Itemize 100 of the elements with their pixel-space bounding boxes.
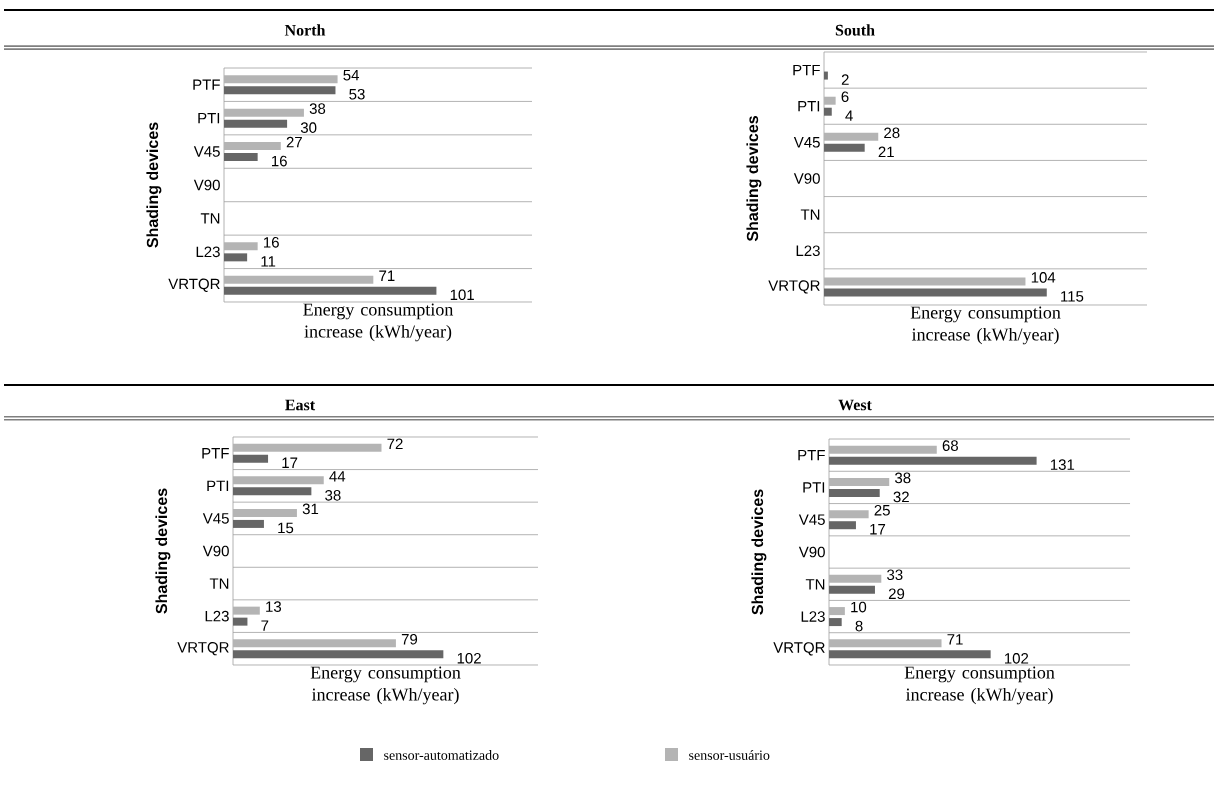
bar xyxy=(824,107,832,116)
data-label: 102 xyxy=(457,652,481,664)
data-label: 25 xyxy=(874,504,890,516)
x-axis-title: Energy consumption increase (kWh/year) xyxy=(904,666,1055,705)
y-tick-label: PTI xyxy=(198,112,220,124)
bar xyxy=(824,96,836,105)
data-label: 101 xyxy=(450,289,474,301)
bar xyxy=(224,275,374,284)
data-label: 54 xyxy=(343,69,360,81)
bar xyxy=(829,456,1037,465)
y-tick-label: TN xyxy=(209,578,229,589)
bar xyxy=(829,445,937,454)
bar xyxy=(224,86,336,95)
bar xyxy=(829,510,869,519)
bar xyxy=(224,286,437,295)
y-tick-label: L23 xyxy=(205,610,229,622)
bar xyxy=(829,618,842,627)
y-tick-label: TN xyxy=(805,579,825,590)
y-tick-label: L23 xyxy=(196,246,220,258)
y-tick-label: PTI xyxy=(207,480,229,492)
chart-title: East xyxy=(285,399,316,411)
bar xyxy=(224,108,304,117)
bar xyxy=(829,650,991,659)
data-label: 13 xyxy=(266,601,282,612)
bar xyxy=(829,585,875,594)
bar xyxy=(233,650,444,659)
bar xyxy=(824,288,1047,297)
bar xyxy=(824,132,879,141)
data-label: 72 xyxy=(387,438,403,450)
data-label: 71 xyxy=(947,634,963,645)
bar xyxy=(224,142,281,151)
y-tick-label: V90 xyxy=(193,179,220,191)
legend-label: sensor-automatizado xyxy=(384,750,499,760)
y-tick-label: V90 xyxy=(202,545,229,557)
data-label: 115 xyxy=(1061,291,1084,302)
bar xyxy=(224,242,258,251)
data-label: 38 xyxy=(325,490,341,501)
bar xyxy=(829,477,890,486)
bar xyxy=(829,607,845,616)
y-tick-label: PTF xyxy=(193,79,220,90)
bar xyxy=(224,153,258,162)
data-label: 8 xyxy=(855,620,863,632)
data-label: 17 xyxy=(282,457,298,468)
y-tick-label: PTF xyxy=(202,448,229,459)
bar xyxy=(829,639,942,648)
y-tick-label: VRTQR xyxy=(168,278,220,292)
y-tick-label: L23 xyxy=(801,611,825,622)
y-tick-label: V90 xyxy=(798,546,825,558)
y-tick-label: V45 xyxy=(793,137,820,148)
data-label: 68 xyxy=(942,440,958,451)
data-label: 32 xyxy=(893,491,909,503)
data-label: 28 xyxy=(884,127,900,139)
y-axis-title: Shading devices xyxy=(146,122,162,248)
y-tick-label: TN xyxy=(800,209,820,220)
bar xyxy=(233,606,260,615)
data-label: 38 xyxy=(309,103,326,114)
data-label: 7 xyxy=(261,620,269,631)
y-tick-label: V45 xyxy=(193,146,220,157)
y-tick-label: VRTQR xyxy=(177,642,229,656)
y-tick-label: V90 xyxy=(793,173,820,184)
data-label: 17 xyxy=(870,524,886,535)
y-tick-label: V45 xyxy=(202,513,229,524)
data-label: 44 xyxy=(329,471,346,482)
y-tick-label: PTI xyxy=(798,101,820,112)
x-axis-title: Energy consumption increase (kWh/year) xyxy=(910,306,1061,345)
bar xyxy=(233,508,297,517)
y-tick-label: VRTQR xyxy=(773,642,825,656)
x-axis-title: Energy consumption increase (kWh/year) xyxy=(303,303,454,342)
legend-label: sensor-usuário xyxy=(689,750,770,760)
bar xyxy=(829,521,856,530)
data-label: 21 xyxy=(878,146,894,158)
data-label: 33 xyxy=(887,569,903,581)
bar xyxy=(224,75,338,84)
y-tick-label: PTF xyxy=(793,64,820,76)
bar xyxy=(824,71,828,80)
y-tick-label: TN xyxy=(200,213,220,224)
data-label: 16 xyxy=(272,155,287,167)
data-label: 4 xyxy=(845,110,853,121)
y-tick-label: L23 xyxy=(796,245,820,257)
bar xyxy=(224,119,288,128)
data-label: 15 xyxy=(278,522,294,534)
y-axis-title: Shading devices xyxy=(751,489,767,615)
chart-title: North xyxy=(284,24,326,36)
bar xyxy=(233,454,269,463)
data-label: 131 xyxy=(1050,459,1075,470)
y-axis-title: Shading devices xyxy=(155,488,171,614)
bar xyxy=(233,639,396,648)
data-label: 16 xyxy=(264,237,279,248)
data-label: 38 xyxy=(894,472,911,484)
y-tick-label: VRTQR xyxy=(768,280,820,294)
y-tick-label: PTI xyxy=(803,482,825,493)
bar xyxy=(233,519,264,528)
bar xyxy=(829,488,880,497)
bar xyxy=(233,617,248,626)
data-label: 2 xyxy=(841,74,849,85)
bar xyxy=(233,476,324,485)
data-label: 31 xyxy=(302,503,319,515)
data-label: 102 xyxy=(1004,653,1029,664)
chart-title: South xyxy=(835,24,875,36)
data-label: 79 xyxy=(401,633,418,645)
